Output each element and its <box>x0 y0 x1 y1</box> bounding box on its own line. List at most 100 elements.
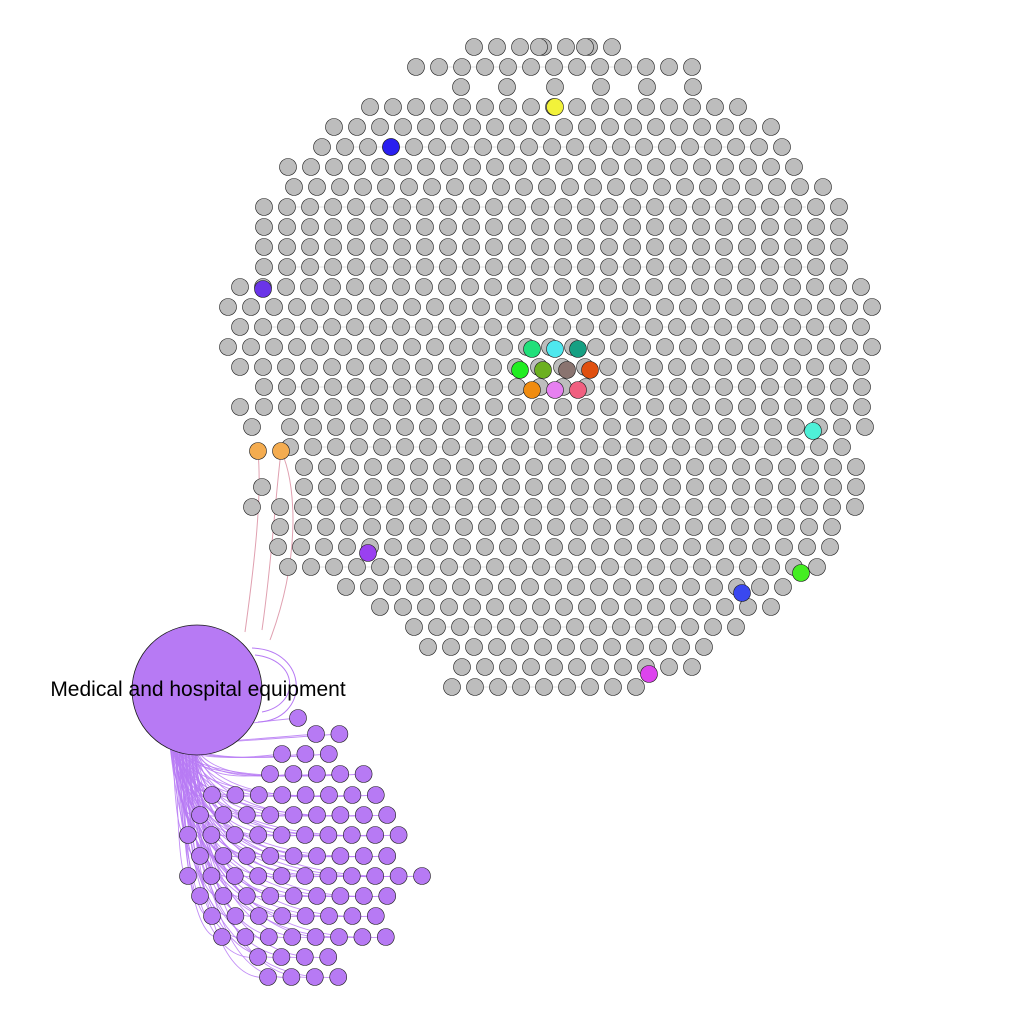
grey-node <box>784 258 802 276</box>
grey-node-cloud <box>219 38 881 696</box>
grey-node <box>852 318 870 336</box>
grey-node <box>486 558 504 576</box>
grey-node <box>806 278 824 296</box>
grey-node <box>446 178 464 196</box>
grey-node <box>635 138 653 156</box>
grey-node <box>593 498 611 516</box>
grey-node <box>624 158 642 176</box>
grey-node <box>604 678 622 696</box>
grey-node <box>308 178 326 196</box>
grey-node <box>393 198 411 216</box>
grey-node <box>476 58 494 76</box>
grey-node <box>668 318 686 336</box>
grey-node <box>508 238 526 256</box>
orange-node <box>523 381 541 399</box>
grey-node <box>784 198 802 216</box>
grey-node <box>784 218 802 236</box>
grey-node <box>357 298 375 316</box>
grey-node <box>347 218 365 236</box>
cluster-node <box>284 847 303 865</box>
grey-node <box>324 398 342 416</box>
grey-node <box>672 638 690 656</box>
grey-node <box>603 638 621 656</box>
grey-node <box>488 418 506 436</box>
grey-node <box>440 598 458 616</box>
grey-node <box>508 218 526 236</box>
grey-node <box>663 478 681 496</box>
grey-node <box>219 338 237 356</box>
cluster-node <box>413 867 431 885</box>
grey-node <box>465 438 483 456</box>
grey-node <box>300 278 318 296</box>
grey-node <box>640 478 658 496</box>
grey-node <box>288 338 306 356</box>
cluster-node <box>331 847 350 865</box>
grey-node <box>693 118 711 136</box>
grey-node <box>623 238 641 256</box>
cluster-node <box>296 786 315 804</box>
grey-node <box>727 138 745 156</box>
grey-node <box>419 418 437 436</box>
grey-node <box>340 518 358 536</box>
grey-node <box>656 338 674 356</box>
grey-node <box>323 318 341 336</box>
cluster-node <box>261 765 279 783</box>
grey-node <box>566 618 584 636</box>
grey-node <box>489 678 507 696</box>
grey-node <box>341 478 359 496</box>
grey-node <box>476 98 494 116</box>
grey-node <box>350 438 368 456</box>
grey-node <box>761 258 779 276</box>
grey-node <box>465 418 483 436</box>
grey-node <box>410 478 428 496</box>
grey-node <box>426 298 444 316</box>
grey-node <box>794 338 812 356</box>
grey-node <box>732 458 750 476</box>
grey-node <box>416 198 434 216</box>
grey-node <box>829 278 847 296</box>
grey-node <box>461 278 479 296</box>
grey-node <box>384 98 402 116</box>
grey-node <box>403 298 421 316</box>
grey-node <box>520 138 538 156</box>
grey-node <box>787 418 805 436</box>
grey-node <box>591 538 609 556</box>
grey-node <box>554 198 572 216</box>
grey-node <box>762 558 780 576</box>
grey-node <box>456 458 474 476</box>
grey-node <box>691 318 709 336</box>
grey-node <box>623 398 641 416</box>
cluster-node <box>214 847 233 865</box>
grey-node <box>670 118 688 136</box>
grey-node <box>337 578 355 596</box>
grey-node <box>278 398 296 416</box>
cluster-node <box>249 948 267 966</box>
cluster-node <box>283 928 302 946</box>
grey-node <box>507 318 525 336</box>
grey-node <box>317 518 335 536</box>
grey-node <box>294 498 312 516</box>
grey-node <box>737 278 755 296</box>
cluster-node <box>306 928 325 946</box>
grey-node <box>407 98 425 116</box>
grey-node <box>455 518 473 536</box>
grey-node <box>403 338 421 356</box>
grey-node <box>416 238 434 256</box>
grey-node <box>571 478 589 496</box>
grey-node <box>511 418 529 436</box>
grey-node <box>295 478 313 496</box>
grey-node <box>729 98 747 116</box>
grey-node <box>499 538 517 556</box>
grey-node <box>324 378 342 396</box>
grey-node <box>693 158 711 176</box>
grey-node <box>599 318 617 336</box>
grey-node <box>531 218 549 236</box>
grey-node <box>555 558 573 576</box>
grey-node <box>416 258 434 276</box>
cluster-node <box>284 887 303 905</box>
grey-node <box>807 218 825 236</box>
grey-node <box>748 298 766 316</box>
grey-node <box>737 358 755 376</box>
grey-node <box>323 358 341 376</box>
grey-node <box>762 158 780 176</box>
